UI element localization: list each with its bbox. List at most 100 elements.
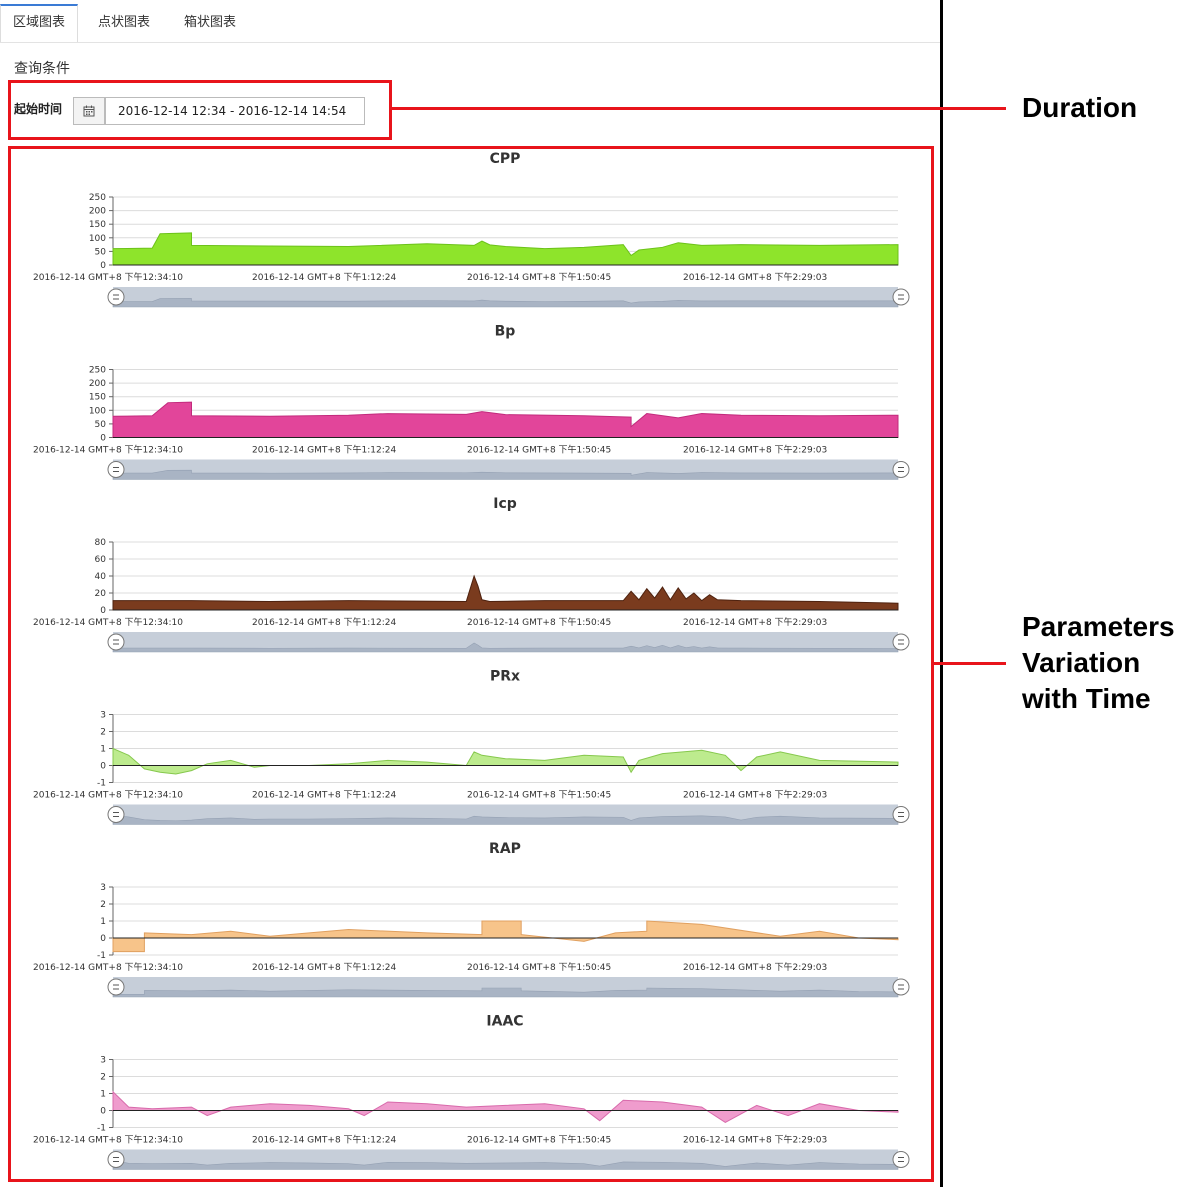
range-handle-left[interactable] xyxy=(107,461,125,478)
y-tick-label: 0 xyxy=(100,261,106,271)
area-series xyxy=(112,232,899,266)
x-tick-label: 2016-12-14 GMT+8 下午1:50:45 xyxy=(467,789,611,801)
y-tick-label: 50 xyxy=(95,420,107,430)
y-tick-label: 3 xyxy=(100,883,106,893)
x-tick-label: 2016-12-14 GMT+8 下午12:34:10 xyxy=(33,961,183,973)
navigator-preview xyxy=(112,987,899,998)
y-tick-label: 20 xyxy=(95,589,107,599)
range-handle-right[interactable] xyxy=(892,1151,910,1168)
y-tick-label: 150 xyxy=(89,220,106,230)
y-tick-label: 0 xyxy=(100,1107,106,1117)
y-tick-label: 80 xyxy=(95,538,107,548)
calendar-button[interactable] xyxy=(73,97,105,125)
chart-cpp: CPP 0 50 100 150 200 250 2016-12-14 GMT+8 下午12:… xyxy=(33,151,910,308)
y-tick-label: 3 xyxy=(100,1056,106,1066)
x-tick-label: 2016-12-14 GMT+8 下午1:12:24 xyxy=(252,789,396,801)
x-tick-label: 2016-12-14 GMT+8 下午1:50:45 xyxy=(467,444,611,456)
y-tick-label: 60 xyxy=(95,555,107,565)
y-tick-label: 0 xyxy=(100,434,106,444)
chart-rap: RAP -1 0 1 2 3 2016-12-14 GMT+8 下午12:34:10 2016… xyxy=(33,841,910,998)
tab-scatter-chart[interactable]: 点状图表 xyxy=(98,15,151,30)
chart-title: Icp xyxy=(493,496,517,512)
parameters-annotation-line1: Parameters xyxy=(1022,611,1175,642)
charts-highlight xyxy=(8,146,934,1182)
date-range-input[interactable]: 2016-12-14 12:34 - 2016-12-14 14:54 xyxy=(105,97,365,125)
y-tick-label: 100 xyxy=(89,234,106,244)
y-tick-label: 1 xyxy=(100,745,106,755)
area-series xyxy=(112,920,899,953)
chart-title: PRx xyxy=(490,669,520,685)
x-tick-label: 2016-12-14 GMT+8 下午1:50:45 xyxy=(467,616,611,628)
y-tick-label: 40 xyxy=(95,572,107,582)
y-tick-label: 100 xyxy=(89,406,106,416)
duration-pointer-line xyxy=(392,107,1006,110)
navigator-preview xyxy=(112,298,899,308)
x-tick-label: 2016-12-14 GMT+8 下午1:12:24 xyxy=(252,271,396,283)
chart-title: IAAC xyxy=(486,1014,523,1030)
y-tick-label: -1 xyxy=(97,951,106,961)
duration-annotation: Duration xyxy=(1022,92,1138,123)
x-tick-label: 2016-12-14 GMT+8 下午2:29:03 xyxy=(683,271,827,283)
x-tick-label: 2016-12-14 GMT+8 下午2:29:03 xyxy=(683,1134,827,1146)
chart-icp: Icp 0 20 40 60 80 2016-12-14 GMT+8 下午12:34:10 2… xyxy=(33,496,910,653)
range-handle-right[interactable] xyxy=(892,978,910,996)
range-handle-left[interactable] xyxy=(107,978,125,996)
x-tick-label: 2016-12-14 GMT+8 下午12:34:10 xyxy=(33,789,183,801)
tab-bar: 区域图表 点状图表 箱状图表 xyxy=(0,0,940,43)
x-tick-label: 2016-12-14 GMT+8 下午12:34:10 xyxy=(33,444,183,456)
query-title: 查询条件 xyxy=(14,61,70,77)
x-tick-label: 2016-12-14 GMT+8 下午2:29:03 xyxy=(683,789,827,801)
navigator-preview xyxy=(112,642,899,653)
y-tick-label: 50 xyxy=(95,247,107,257)
area-series xyxy=(112,1090,899,1123)
x-tick-label: 2016-12-14 GMT+8 下午1:50:45 xyxy=(467,271,611,283)
tab-area-chart[interactable]: 区域图表 xyxy=(0,4,79,42)
parameters-annotation-line2: Variation xyxy=(1022,647,1141,678)
y-tick-label: -1 xyxy=(97,779,106,789)
range-navigator xyxy=(113,632,898,652)
area-series xyxy=(112,747,899,775)
y-tick-label: 3 xyxy=(100,711,106,721)
range-handle-left[interactable] xyxy=(107,288,125,306)
parameters-pointer-line xyxy=(934,662,1006,665)
x-tick-label: 2016-12-14 GMT+8 下午1:12:24 xyxy=(252,961,396,973)
chart-panel: 区域图表 点状图表 箱状图表 查询条件 起始时间 2016-12-14 12:3… xyxy=(0,0,940,1182)
range-handle-right[interactable] xyxy=(892,633,910,651)
chart-title: CPP xyxy=(490,151,521,167)
range-handle-right[interactable] xyxy=(892,288,910,306)
x-tick-label: 2016-12-14 GMT+8 下午2:29:03 xyxy=(683,616,827,628)
y-tick-label: 0 xyxy=(100,606,106,616)
area-series xyxy=(112,401,899,438)
range-handle-left[interactable] xyxy=(107,633,125,651)
chart-title: Bp xyxy=(495,324,516,340)
range-handle-right[interactable] xyxy=(892,461,910,478)
x-tick-label: 2016-12-14 GMT+8 下午1:50:45 xyxy=(467,1134,611,1146)
x-tick-label: 2016-12-14 GMT+8 下午1:12:24 xyxy=(252,1134,396,1146)
start-time-label: 起始时间 xyxy=(14,102,63,116)
range-handle-right[interactable] xyxy=(892,806,910,823)
x-tick-label: 2016-12-14 GMT+8 下午2:29:03 xyxy=(683,961,827,973)
x-tick-label: 2016-12-14 GMT+8 下午12:34:10 xyxy=(33,616,183,628)
chart-iaac: IAAC -1 0 1 2 3 2016-12-14 GMT+8 下午12:34:10 201… xyxy=(33,1014,910,1170)
panel-border xyxy=(940,0,943,1187)
y-tick-label: 1 xyxy=(100,917,106,927)
tab-box-chart[interactable]: 箱状图表 xyxy=(184,15,237,30)
x-tick-label: 2016-12-14 GMT+8 下午1:12:24 xyxy=(252,616,396,628)
x-tick-label: 2016-12-14 GMT+8 下午12:34:10 xyxy=(33,1134,183,1146)
y-tick-label: 0 xyxy=(100,934,106,944)
range-handle-left[interactable] xyxy=(107,806,125,823)
calendar-icon xyxy=(83,105,95,117)
y-tick-label: 2 xyxy=(100,728,106,738)
parameters-annotation-line3: with Time xyxy=(1022,683,1151,714)
y-tick-label: 250 xyxy=(89,366,106,376)
y-tick-label: 0 xyxy=(100,762,106,772)
x-tick-label: 2016-12-14 GMT+8 下午1:50:45 xyxy=(467,961,611,973)
area-series xyxy=(112,574,899,611)
x-tick-label: 2016-12-14 GMT+8 下午2:29:03 xyxy=(683,444,827,456)
y-tick-label: 1 xyxy=(100,1090,106,1100)
range-handle-left[interactable] xyxy=(107,1151,125,1168)
y-tick-label: 2 xyxy=(100,900,106,910)
y-tick-label: 200 xyxy=(89,207,106,217)
y-tick-label: 200 xyxy=(89,379,106,389)
